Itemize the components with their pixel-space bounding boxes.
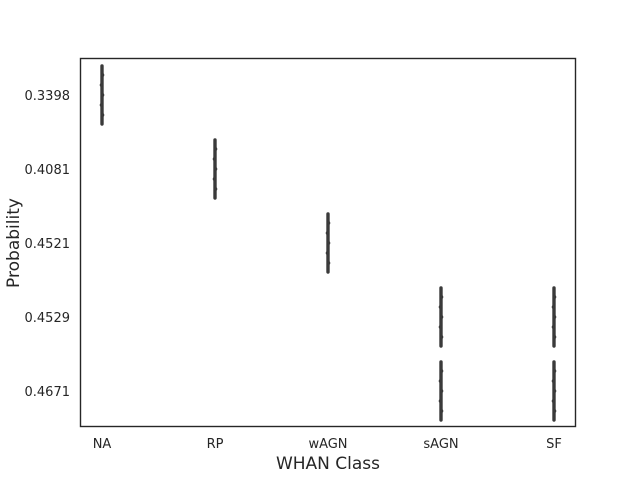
data-point-dot-3-3: [438, 325, 443, 329]
data-point-dot-6-2: [552, 389, 557, 393]
data-point-dot-0-0: [100, 73, 105, 77]
x-axis-ticks: NA RP wAGN sAGN SF: [93, 437, 562, 452]
data-point-dot-2-1: [325, 231, 330, 235]
data-point-dot-2-0: [326, 221, 331, 225]
data-point-dot-2-3: [325, 251, 330, 255]
y-tick-label-4: 0.4671: [25, 385, 71, 400]
data-point-dot-3-0: [439, 295, 444, 299]
data-point-dot-1-2: [213, 167, 218, 171]
data-point-dot-5-4: [552, 335, 557, 339]
plot-area-frame: [79, 57, 577, 428]
y-tick-label-1: 0.4081: [25, 163, 71, 178]
data-point-dot-4-3: [438, 399, 443, 403]
data-point-dot-2-4: [326, 261, 331, 265]
y-tick-label-2: 0.4521: [25, 237, 71, 252]
data-point-dot-5-0: [552, 295, 557, 299]
y-axis-label: Probability: [4, 198, 24, 288]
x-tick-label-rp: RP: [207, 437, 224, 452]
data-point-dot-4-1: [438, 379, 443, 383]
data-point-dot-3-2: [439, 315, 444, 319]
y-axis-ticks: 0.3398 0.4081 0.4521 0.4529 0.4671: [25, 89, 71, 400]
data-point-dot-4-2: [439, 389, 444, 393]
data-point-dot-5-1: [551, 305, 556, 309]
data-point-dot-1-0: [213, 147, 218, 151]
data-point-dot-4-0: [439, 369, 444, 373]
data-point-dot-0-4: [100, 113, 105, 117]
data-point-dot-6-3: [551, 399, 556, 403]
data-point-dot-6-4: [552, 409, 557, 413]
x-axis-label: WHAN Class: [276, 454, 380, 474]
data-point-dot-2-2: [326, 241, 331, 245]
y-tick-label-3: 0.4529: [25, 311, 71, 326]
x-tick-label-sagn: sAGN: [423, 437, 458, 452]
data-point-dot-0-2: [100, 93, 105, 97]
data-point-dot-6-1: [551, 379, 556, 383]
data-point-dot-1-4: [213, 187, 218, 191]
data-point-dot-3-4: [439, 335, 444, 339]
data-point-dot-0-3: [99, 103, 104, 107]
data-point-dot-5-2: [552, 315, 557, 319]
data-point-dot-1-1: [212, 157, 217, 161]
data-point-dot-0-1: [99, 83, 104, 87]
data-point-dot-5-3: [551, 325, 556, 329]
x-tick-label-na: NA: [93, 437, 112, 452]
y-tick-label-0: 0.3398: [25, 89, 71, 104]
data-marks: [99, 64, 557, 422]
data-point-dot-6-0: [552, 369, 557, 373]
data-point-dot-4-4: [439, 409, 444, 413]
x-tick-label-sf: SF: [546, 437, 562, 452]
data-point-dot-3-1: [438, 305, 443, 309]
x-tick-label-wagn: wAGN: [308, 437, 347, 452]
data-point-dot-1-3: [212, 177, 217, 181]
